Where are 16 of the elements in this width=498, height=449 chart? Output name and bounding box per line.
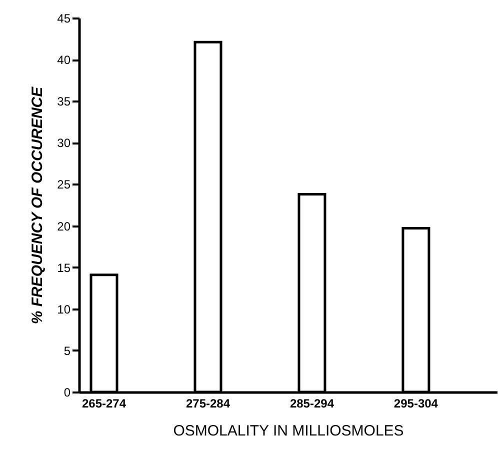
y-tick-label: 25	[57, 178, 71, 192]
x-tick-label: 275-284	[186, 396, 230, 410]
y-tick-label: 30	[57, 136, 71, 150]
y-tick-label: 35	[57, 94, 71, 109]
y-tick-label: 10	[57, 302, 71, 316]
y-tick-label: 5	[64, 344, 71, 358]
x-tick-label: 295-304	[394, 396, 438, 410]
y-tick-label: 20	[57, 219, 71, 234]
y-axis-title: % FREQUENCY OF OCCURENCE	[29, 86, 46, 324]
x-axis-title: OSMOLALITY IN MILLIOSMOLES	[173, 422, 404, 440]
y-tick-label: 0	[64, 386, 71, 400]
y-tick-label: 40	[57, 53, 71, 68]
y-tick-label: 45	[57, 12, 71, 26]
x-tick-label: 285-294	[290, 396, 334, 410]
y-tick-label: 15	[57, 260, 71, 275]
x-tick-label: 265-274	[82, 396, 126, 410]
